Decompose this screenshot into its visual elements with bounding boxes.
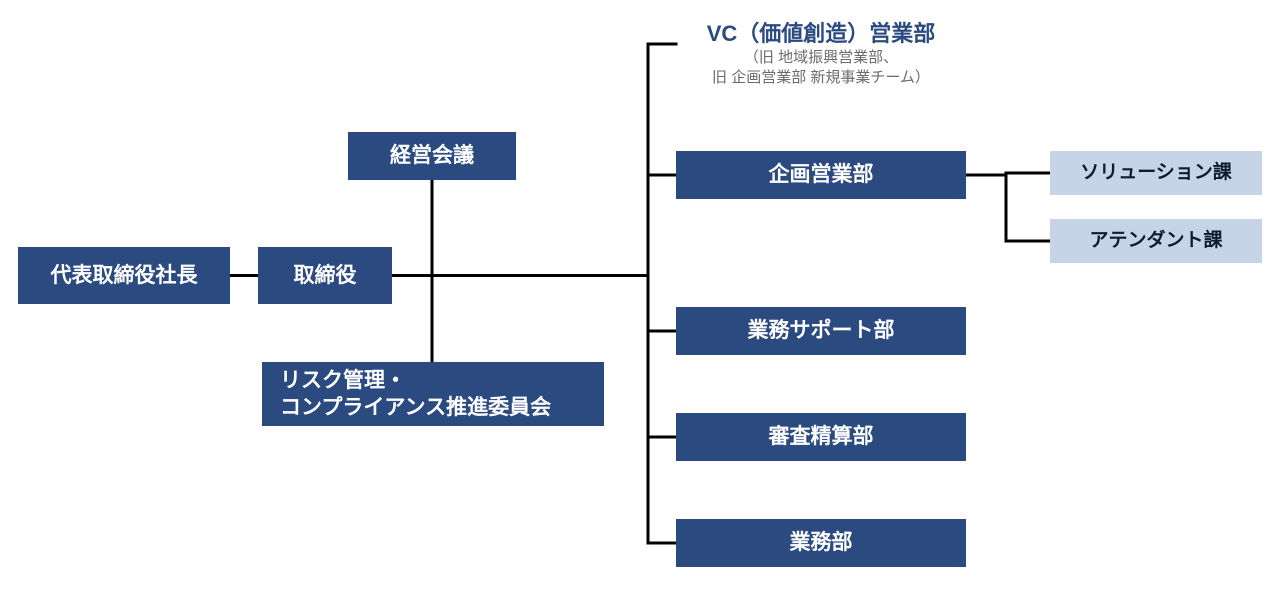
node-risk-committee: リスク管理・ コンプライアンス推進委員会: [262, 362, 604, 426]
node-vc-sales-title: VC（価値創造）営業部: [676, 19, 966, 47]
node-operations: 業務部: [676, 519, 966, 567]
node-business-support: 業務サポート部: [676, 307, 966, 355]
label: 企画営業部: [769, 161, 874, 188]
label: 経営会議: [390, 142, 474, 169]
node-director: 取締役: [258, 247, 392, 304]
node-audit-settlement: 審査精算部: [676, 413, 966, 461]
node-management-meeting: 経営会議: [348, 132, 516, 180]
node-attendant-section: アテンダント課: [1050, 219, 1262, 263]
label: アテンダント課: [1089, 229, 1222, 254]
label: 業務サポート部: [748, 317, 895, 344]
label: 取締役: [294, 262, 357, 289]
label: 業務部: [790, 529, 853, 556]
label: リスク管理・ コンプライアンス推進委員会: [280, 367, 551, 422]
label: 代表取締役社長: [51, 262, 198, 289]
label: ソリューション課: [1080, 161, 1232, 186]
node-planning-sales: 企画営業部: [676, 151, 966, 199]
label: 審査精算部: [769, 423, 874, 450]
node-vc-sales-note: （旧 地域振興営業部、 旧 企画営業部 新規事業チーム）: [676, 48, 966, 88]
node-president: 代表取締役社長: [18, 247, 230, 304]
node-solution-section: ソリューション課: [1050, 151, 1262, 195]
